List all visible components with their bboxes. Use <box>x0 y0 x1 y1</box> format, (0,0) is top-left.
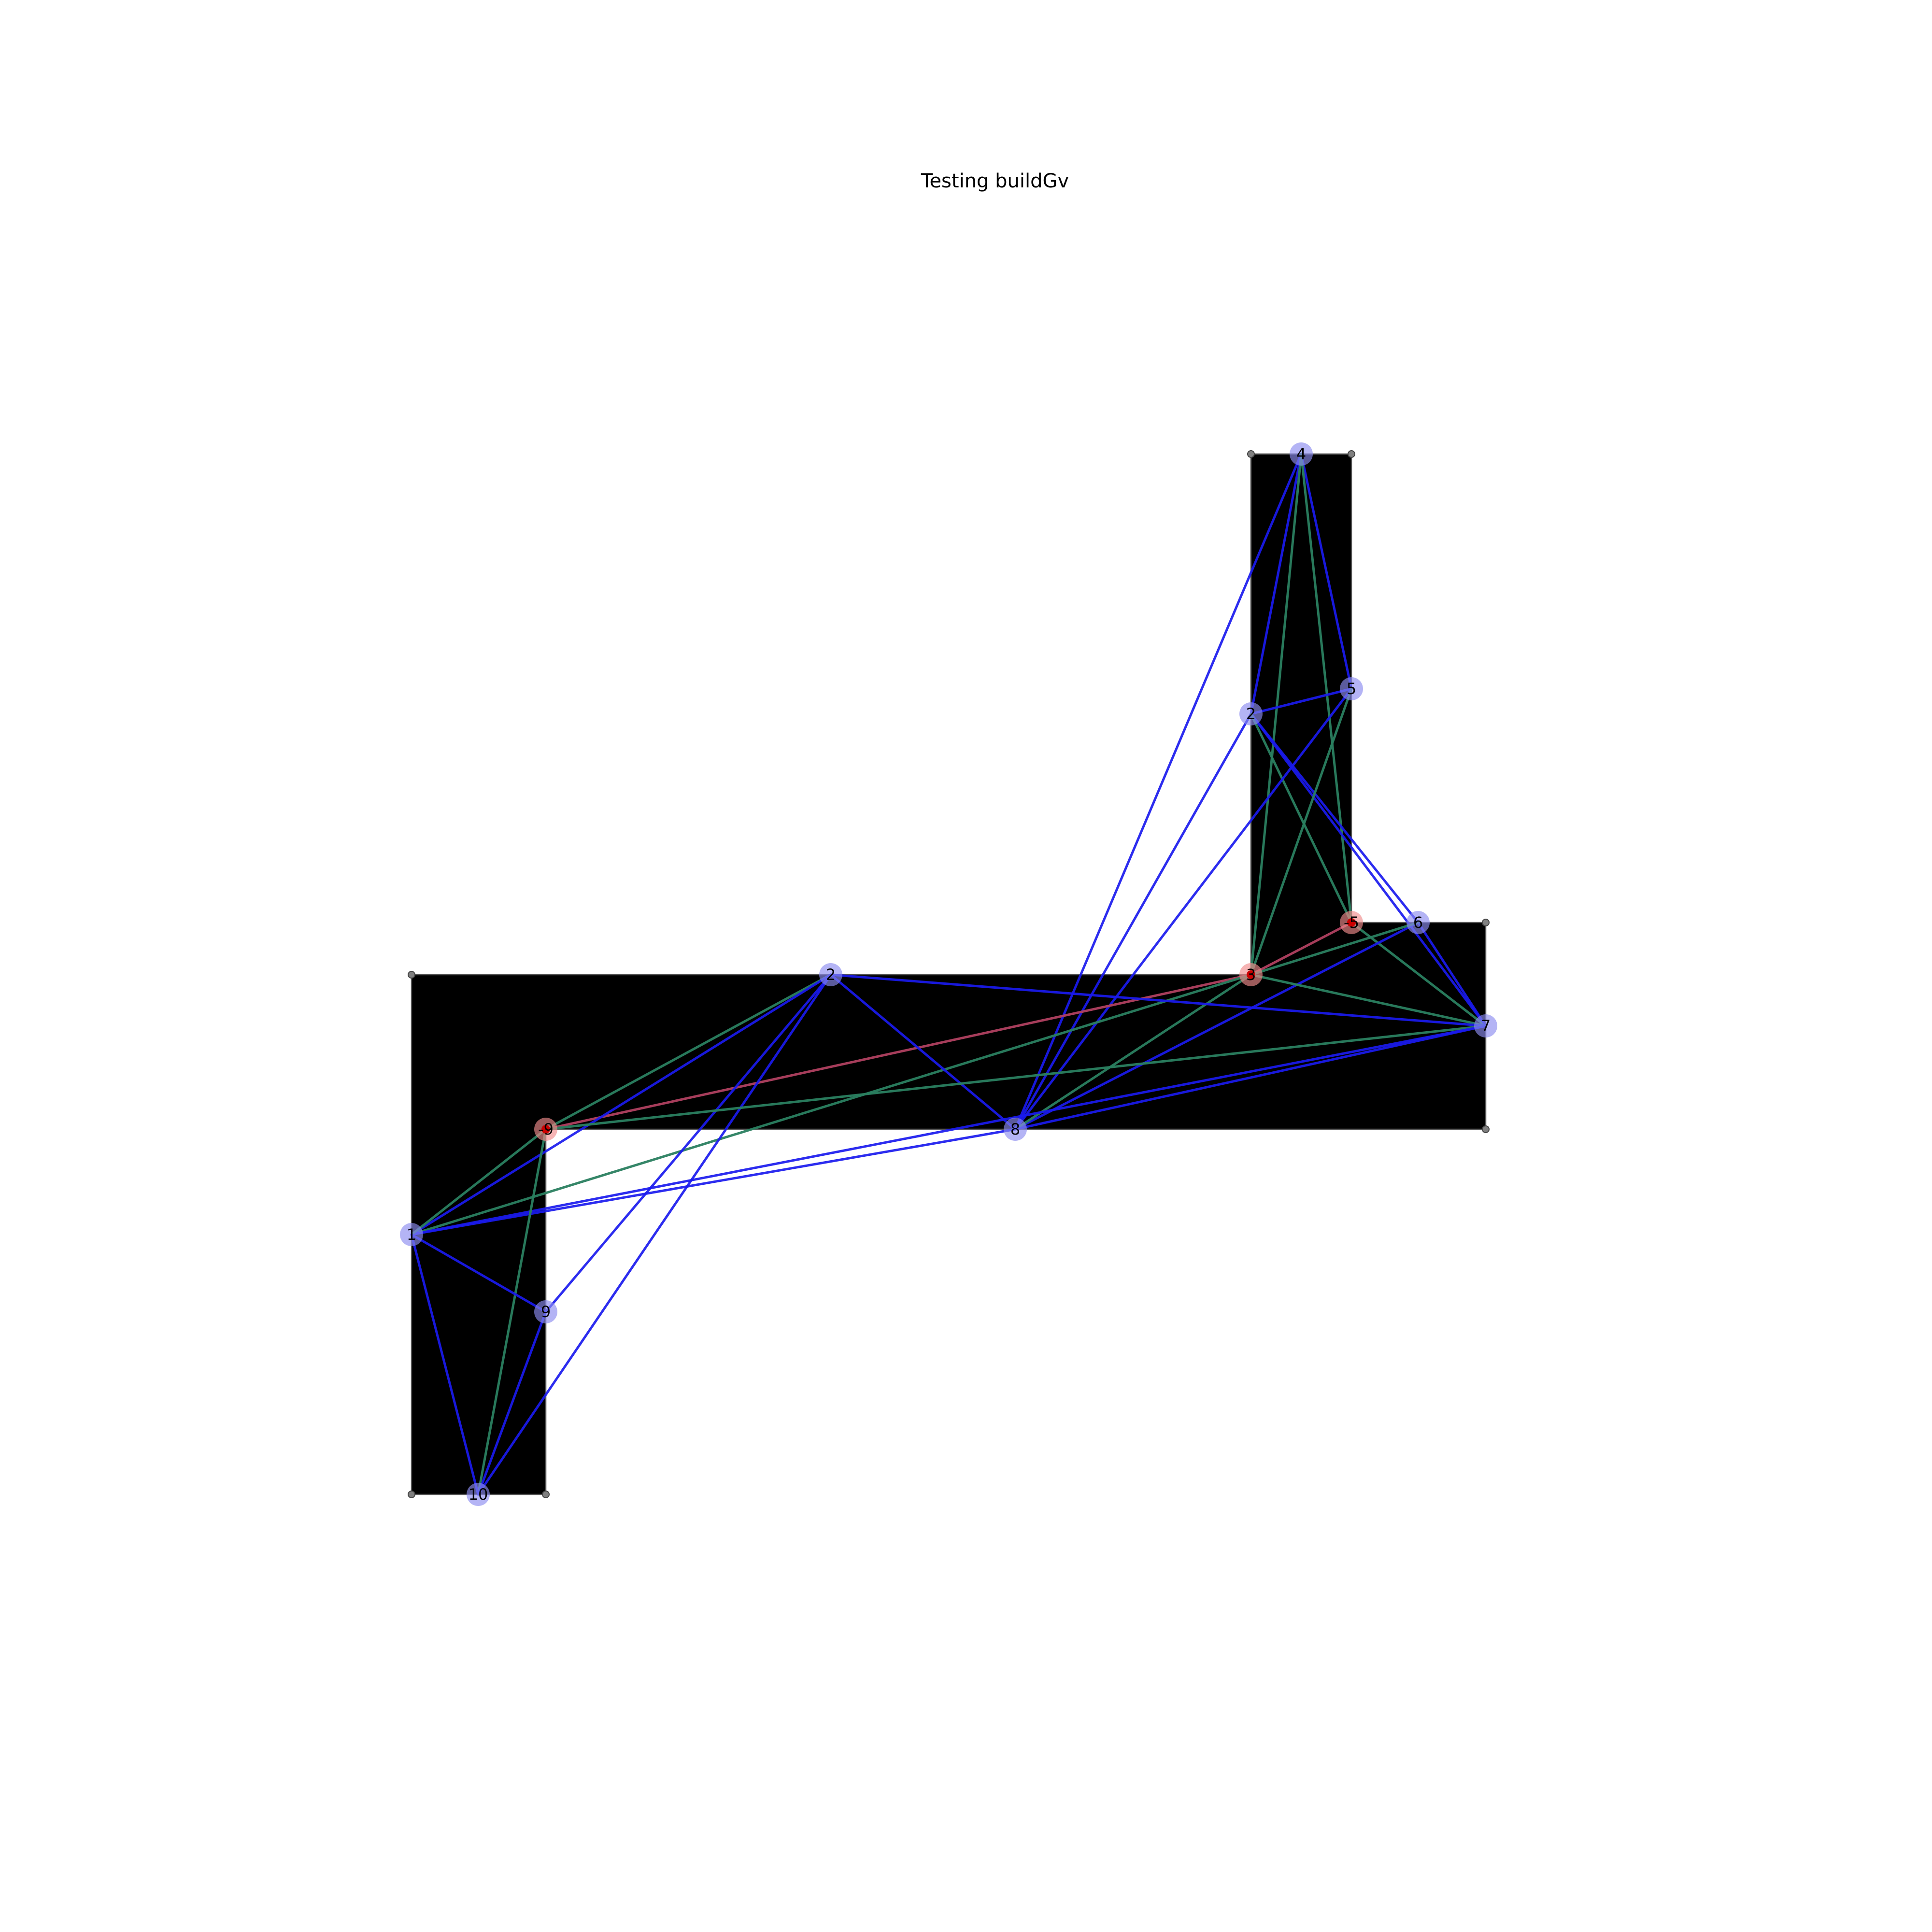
edge-n2-n9 <box>544 973 832 1313</box>
edge-n3-n1 <box>410 973 1252 1236</box>
node-label: 2 <box>1246 705 1256 723</box>
edge-nC-n7 <box>1350 921 1487 1027</box>
graph-nodes: 1 2 3 4 5 6 7 8 9 10 -9 2 -5 <box>400 442 1497 1506</box>
edge-n4-n5 <box>1300 453 1353 690</box>
edge-n7-nA <box>544 1024 1487 1131</box>
edge-nB-n7 <box>1250 712 1487 1027</box>
node-marker <box>1406 911 1430 934</box>
edge-n6-n7 <box>1417 921 1487 1027</box>
l-shaped-polygon <box>411 453 1487 1495</box>
node-n7: 7 <box>1474 1014 1497 1037</box>
node-n5: 5 <box>1340 677 1363 700</box>
figure-title: Testing buildGv <box>921 170 1069 192</box>
edge-n7-n8 <box>1014 1024 1487 1131</box>
edge-nB-n6 <box>1250 712 1420 924</box>
node-n8: 8 <box>1004 1118 1027 1141</box>
edge-nB-n8 <box>1014 712 1252 1131</box>
node-label: 9 <box>541 1303 551 1321</box>
edge-n4-nB <box>1250 453 1303 715</box>
edge-nB-n5 <box>1250 687 1353 715</box>
node-n1: 1 <box>400 1223 423 1246</box>
edge-n1-n9 <box>410 1233 547 1313</box>
node-marker <box>534 1300 557 1323</box>
edge-n9-n10 <box>477 1310 547 1496</box>
node-center-dot <box>1347 918 1356 927</box>
edge-n2-n7 <box>829 973 1487 1027</box>
polygon-corner-markers <box>408 450 1490 1498</box>
corner-marker <box>408 1491 415 1498</box>
edge-nA-n1 <box>410 1128 547 1236</box>
node-marker <box>819 963 842 986</box>
node-label: 7 <box>1481 1017 1491 1035</box>
node-center-dot <box>1247 970 1255 979</box>
corner-marker <box>408 971 415 979</box>
edge-n3-nA <box>544 973 1252 1131</box>
node-marker <box>1474 1014 1497 1037</box>
node-label: -9 <box>538 1120 554 1138</box>
edge-n3-n8 <box>1014 973 1252 1131</box>
node-n2: 2 <box>819 963 842 986</box>
node-marker <box>467 1483 490 1506</box>
graph-edges <box>410 453 1487 1496</box>
edge-n1-n10 <box>410 1233 480 1496</box>
node-marker <box>400 1223 423 1246</box>
edge-n6-n3 <box>1250 921 1420 976</box>
edge-n2-n1 <box>410 973 832 1236</box>
node-label: 3 <box>1246 966 1256 984</box>
corner-marker <box>1482 1125 1490 1133</box>
edge-n4-nC <box>1300 453 1353 924</box>
edge-nA-n10 <box>477 1128 547 1496</box>
corner-marker <box>542 1491 550 1498</box>
corner-marker <box>1482 919 1490 926</box>
node-n10: 10 <box>467 1483 490 1506</box>
polygon-regions <box>411 453 1487 1495</box>
node-n3: 3 <box>1239 963 1263 986</box>
node-label: 2 <box>826 966 836 984</box>
node-label: 10 <box>469 1485 488 1504</box>
node-label: 1 <box>407 1225 416 1244</box>
node-nA: -9 <box>534 1118 557 1141</box>
node-label: 6 <box>1413 913 1423 932</box>
edge-n2-n8 <box>829 973 1017 1131</box>
edge-n7-n1 <box>410 1024 1487 1236</box>
edge-n2-nA <box>544 973 832 1131</box>
edge-n8-n1 <box>410 1128 1017 1236</box>
edge-nB-nC <box>1250 712 1353 924</box>
node-nB: 2 <box>1239 702 1263 725</box>
edge-nC-n3 <box>1250 921 1353 976</box>
node-center-dot <box>541 1125 550 1134</box>
node-marker <box>1290 442 1313 466</box>
node-n9: 9 <box>534 1300 557 1323</box>
node-n4: 4 <box>1290 442 1313 466</box>
node-nC: -5 <box>1340 911 1363 934</box>
corner-marker <box>1348 450 1355 458</box>
edge-n5-n8 <box>1014 687 1353 1131</box>
node-marker <box>1004 1118 1027 1141</box>
edge-n4-n3 <box>1250 453 1303 976</box>
edge-n2-n10 <box>477 973 832 1496</box>
node-label: 4 <box>1296 445 1306 463</box>
node-marker <box>1340 677 1363 700</box>
edge-n3-n7 <box>1250 973 1487 1027</box>
node-label: -5 <box>1344 913 1359 932</box>
node-label: 8 <box>1010 1120 1020 1138</box>
node-label: 5 <box>1347 680 1356 698</box>
edge-n5-n3 <box>1250 687 1353 976</box>
corner-marker <box>1247 450 1255 458</box>
node-marker <box>1239 702 1263 725</box>
node-n6: 6 <box>1406 911 1430 934</box>
edge-n6-n8 <box>1014 921 1420 1131</box>
